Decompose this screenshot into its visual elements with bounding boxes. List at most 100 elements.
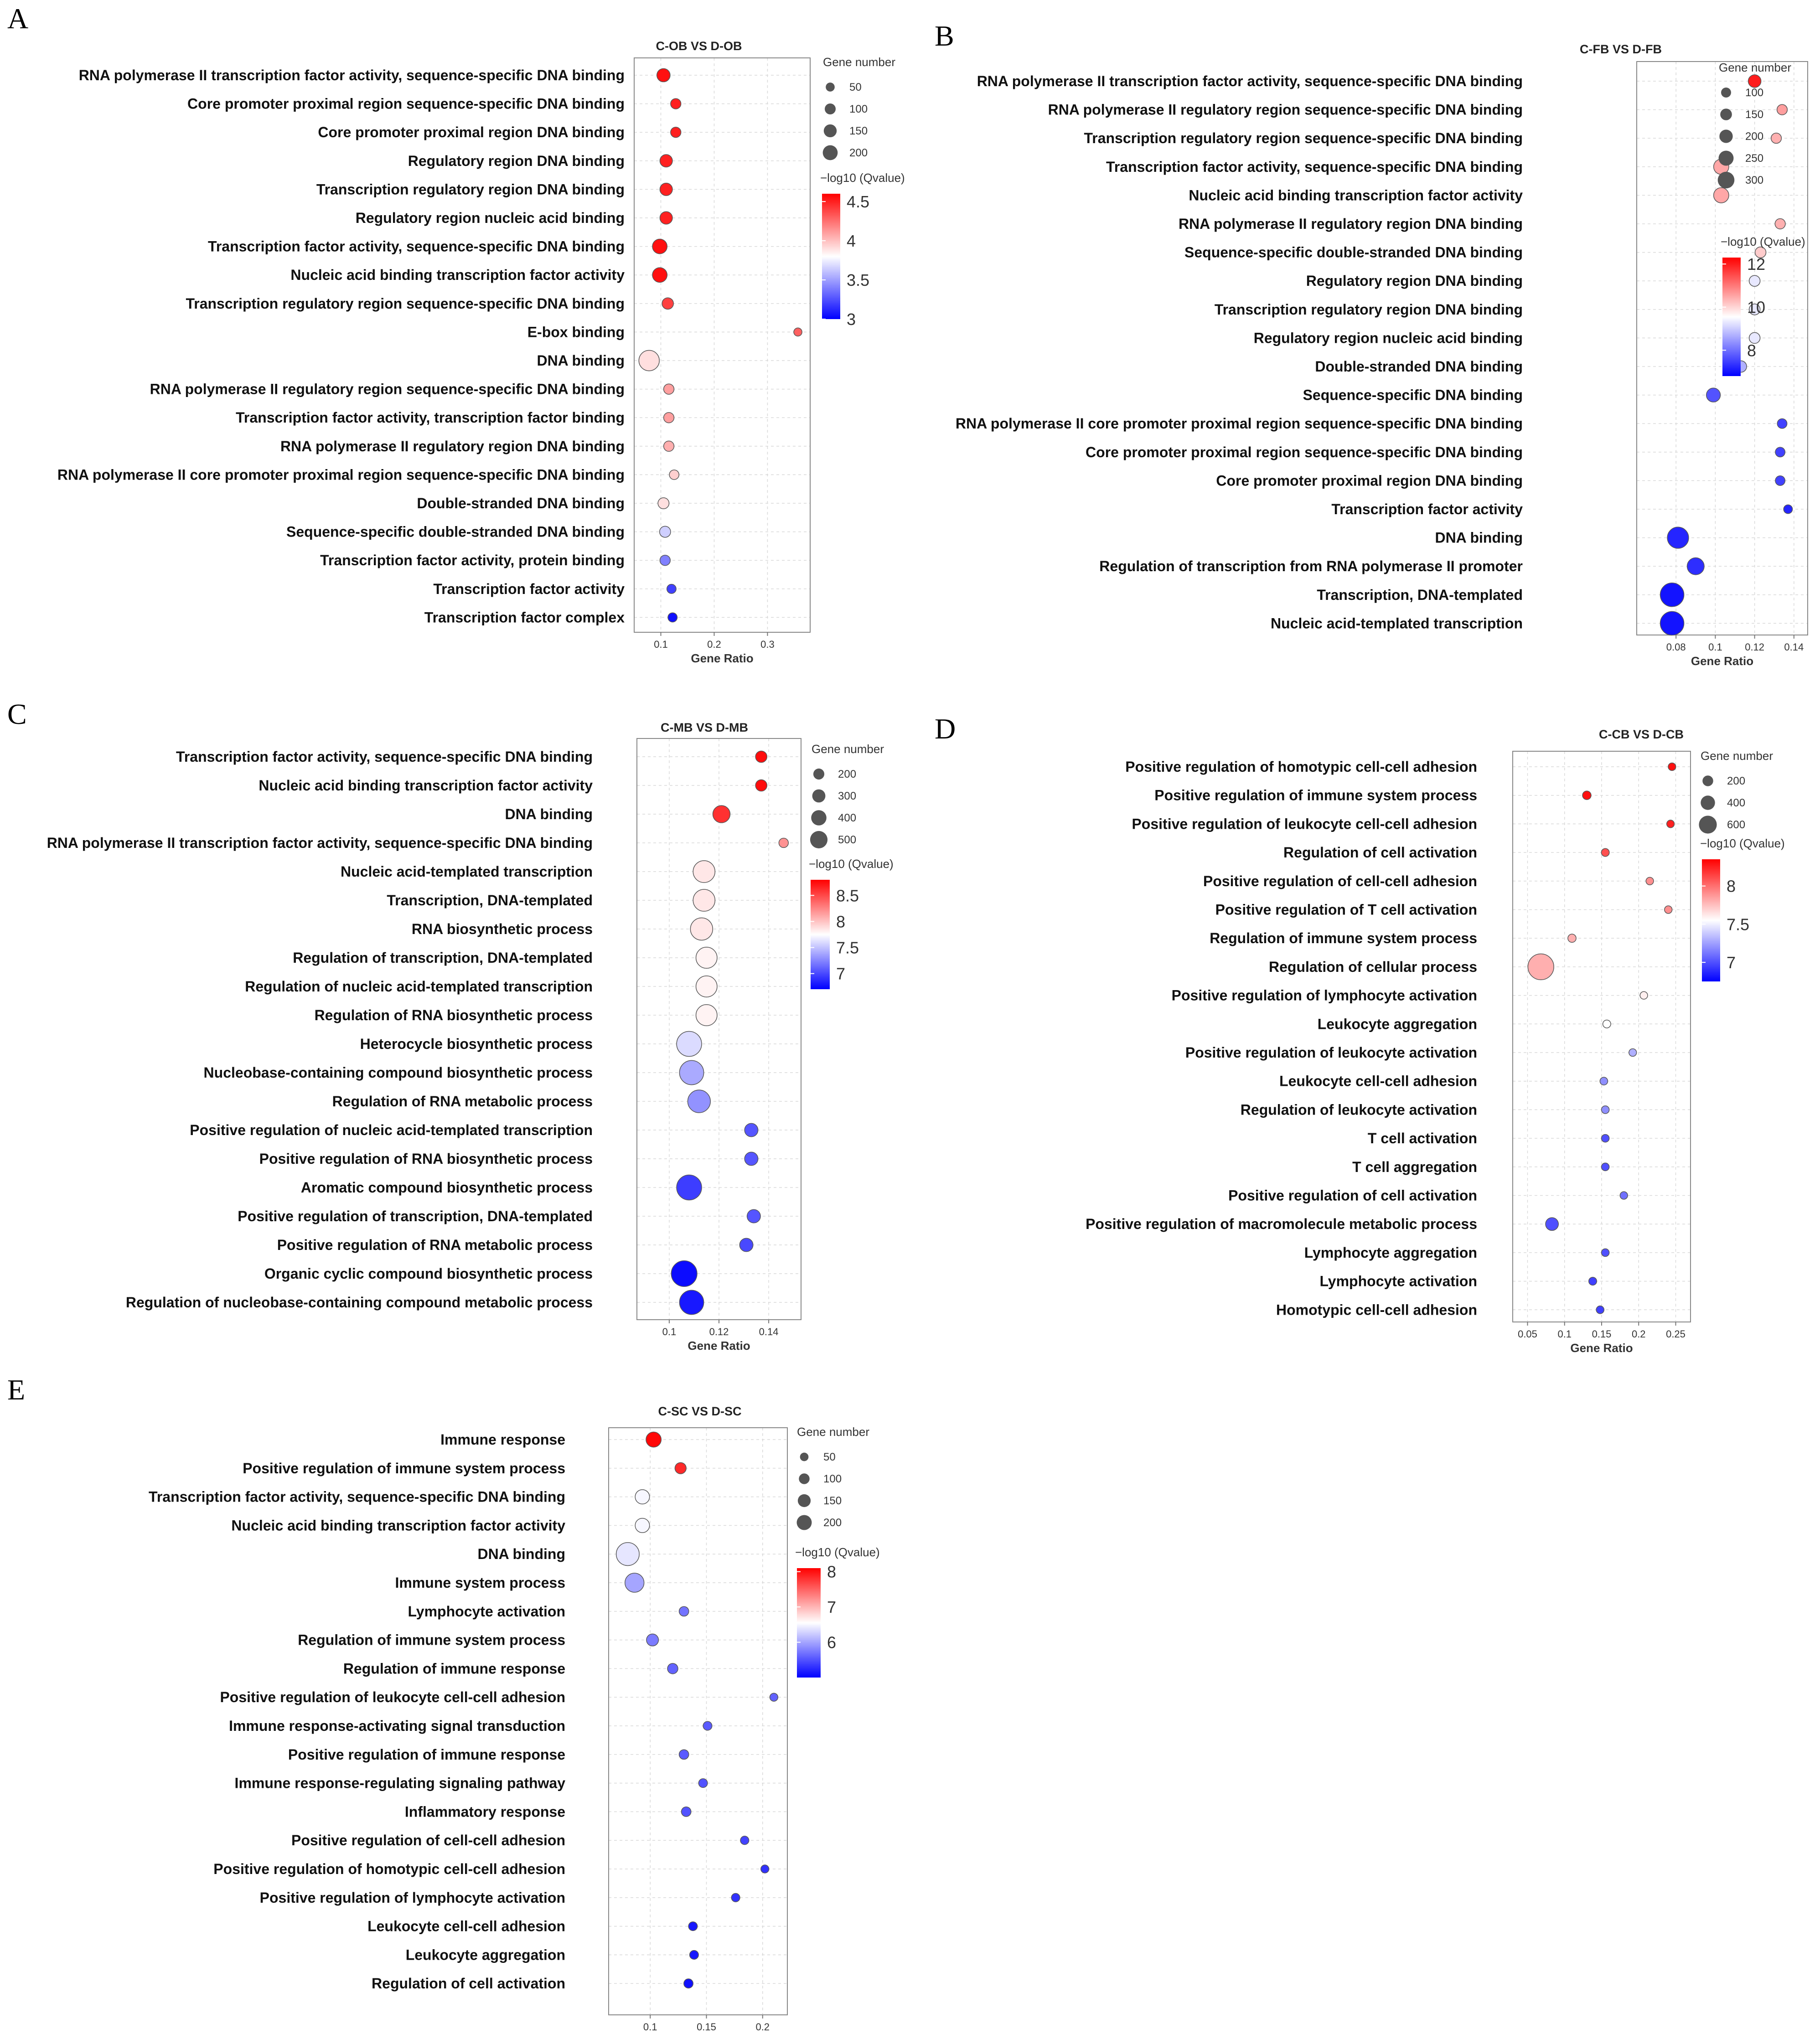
size-legend-value: 150 [823, 1495, 842, 1507]
x-tick-label: 0.2 [1632, 1328, 1646, 1340]
color-legend-title: −log10 (Qvalue) [820, 171, 905, 185]
term-label: Nucleic acid binding transcription facto… [290, 267, 625, 283]
size-legend-dot [1702, 775, 1713, 786]
plot-frame [634, 57, 811, 633]
panel-label: E [7, 1373, 25, 1406]
term-label: Immune response-regulating signaling pat… [235, 1775, 566, 1791]
x-axis-label: Gene Ratio [1691, 654, 1753, 668]
term-label: RNA polymerase II regulatory region DNA … [280, 438, 625, 454]
panel-b: B C-FB VS D-FB RNA polymerase II transcrip… [935, 20, 1808, 668]
term-label: Immune system process [395, 1575, 566, 1591]
panel-c: C C-MB VS D-MB Transcription factor activi… [7, 698, 894, 1353]
term-label: Nucleic acid binding transcription facto… [259, 777, 593, 794]
data-point [693, 860, 716, 883]
term-label: E-box binding [527, 324, 625, 340]
color-bar-label: 7 [836, 965, 845, 983]
size-legend-dot [810, 831, 828, 849]
data-point [1713, 187, 1729, 203]
term-label: T cell activation [1368, 1130, 1477, 1146]
term-label: Positive regulation of homotypic cell-ce… [213, 1861, 565, 1877]
data-point [1660, 611, 1685, 636]
x-tick-label: 0.1 [662, 1326, 677, 1337]
size-legend-value: 200 [1745, 130, 1763, 143]
size-legend-dot [797, 1494, 811, 1507]
x-tick-label: 0.12 [709, 1326, 729, 1337]
chart-title: C-CB VS D-CB [1599, 728, 1684, 741]
size-legend-value: 150 [849, 125, 868, 137]
term-label: Transcription regulatory region DNA bind… [1215, 301, 1523, 318]
color-bar-label: 3 [847, 310, 856, 329]
term-label: Regulation of immune system process [1210, 930, 1477, 946]
color-bar-label: 8 [836, 912, 845, 931]
term-label: Positive regulation of immune response [288, 1746, 565, 1763]
size-legend-dot [1719, 129, 1733, 143]
size-legend-title: Gene number [797, 1425, 869, 1439]
data-point [670, 98, 682, 109]
color-legend-title: −log10 (Qvalue) [809, 857, 894, 871]
data-point [624, 1573, 645, 1593]
term-label: Lymphocyte aggregation [1304, 1244, 1477, 1261]
data-point [746, 1209, 761, 1223]
color-bar-label: 7.5 [836, 939, 859, 957]
data-point [1666, 820, 1675, 828]
data-point [695, 1004, 718, 1026]
data-point [703, 1721, 713, 1731]
data-point [1601, 1105, 1610, 1114]
data-point [678, 1606, 689, 1617]
term-label: RNA polymerase II transcription factor a… [977, 73, 1523, 89]
term-label: Lymphocyte activation [1319, 1273, 1477, 1290]
data-point [1601, 1162, 1610, 1172]
term-label: RNA polymerase II regulatory region DNA … [1179, 216, 1523, 232]
x-axis-label: Gene Ratio [1570, 1341, 1633, 1355]
term-label: Regulation of cell activation [372, 1975, 565, 1992]
data-point [695, 976, 718, 997]
term-label: Transcription factor activity, sequence-… [208, 238, 625, 255]
term-label: Positive regulation of nucleic acid-temp… [190, 1122, 593, 1138]
size-legend-value: 100 [849, 103, 868, 115]
term-label: Immune response-activating signal transd… [229, 1718, 565, 1734]
chart-title: C-OB VS D-OB [656, 39, 742, 53]
data-point [712, 805, 731, 823]
term-label: RNA polymerase II transcription factor a… [47, 835, 593, 851]
term-label: Positive regulation of leukocyte cell-ce… [220, 1689, 565, 1705]
data-point [688, 1921, 698, 1931]
term-label: RNA polymerase II transcription factor a… [79, 67, 625, 83]
term-label: Transcription factor activity, sequence-… [149, 1489, 565, 1505]
term-label: RNA polymerase II regulatory region sequ… [1048, 102, 1523, 118]
term-label: Positive regulation of lymphocyte activa… [260, 1889, 565, 1906]
term-label: Nucleic acid-templated transcription [341, 863, 593, 880]
term-label: Regulation of cellular process [1269, 959, 1477, 975]
data-point [1686, 557, 1705, 575]
chart-title: C-FB VS D-FB [1580, 42, 1662, 56]
term-label: Transcription factor activity, protein b… [320, 552, 625, 568]
size-legend-dot [813, 768, 825, 780]
term-label: Positive regulation of lymphocyte activa… [1172, 987, 1477, 1004]
term-label: Regulatory region nucleic acid binding [1254, 330, 1523, 346]
data-point [1783, 504, 1793, 514]
term-label: Leukocyte aggregation [406, 1946, 565, 1963]
panel-label: C [7, 698, 27, 730]
term-label: Transcription regulatory region DNA bind… [316, 181, 625, 197]
size-legend-dot [1718, 150, 1734, 166]
data-point [676, 1174, 702, 1201]
color-bar-label: 12 [1747, 255, 1765, 274]
size-legend-value: 300 [1745, 174, 1763, 186]
x-tick-label: 0.2 [755, 2021, 770, 2033]
x-tick-label: 0.25 [1666, 1328, 1686, 1340]
term-label: RNA biosynthetic process [412, 921, 593, 937]
term-label: Transcription factor activity, transcrip… [236, 409, 625, 426]
x-tick-label: 0.3 [760, 639, 775, 650]
term-label: Positive regulation of RNA biosynthetic … [259, 1151, 593, 1167]
size-legend-value: 500 [838, 834, 856, 846]
term-label: Regulation of transcription from RNA pol… [1099, 558, 1523, 574]
data-point [638, 350, 660, 372]
data-point [1777, 418, 1788, 429]
data-point [755, 779, 768, 792]
data-point [678, 1749, 689, 1760]
size-legend-dot [1699, 816, 1717, 834]
data-point [1775, 475, 1786, 486]
data-point [1588, 1277, 1597, 1286]
x-tick-label: 0.2 [707, 639, 721, 650]
size-legend-value: 150 [1745, 108, 1763, 121]
term-label: T cell aggregation [1352, 1159, 1477, 1175]
